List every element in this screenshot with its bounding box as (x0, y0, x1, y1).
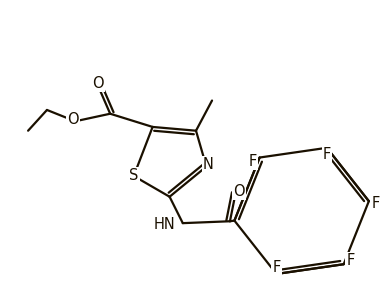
Text: S: S (129, 168, 138, 184)
Text: F: F (346, 253, 354, 268)
Text: N: N (203, 157, 214, 172)
Text: O: O (67, 112, 79, 127)
Text: F: F (323, 147, 331, 162)
Text: O: O (92, 76, 104, 91)
Text: O: O (234, 184, 245, 199)
Text: HN: HN (154, 217, 175, 233)
Text: F: F (272, 260, 281, 275)
Text: F: F (371, 196, 379, 211)
Text: F: F (249, 154, 257, 169)
